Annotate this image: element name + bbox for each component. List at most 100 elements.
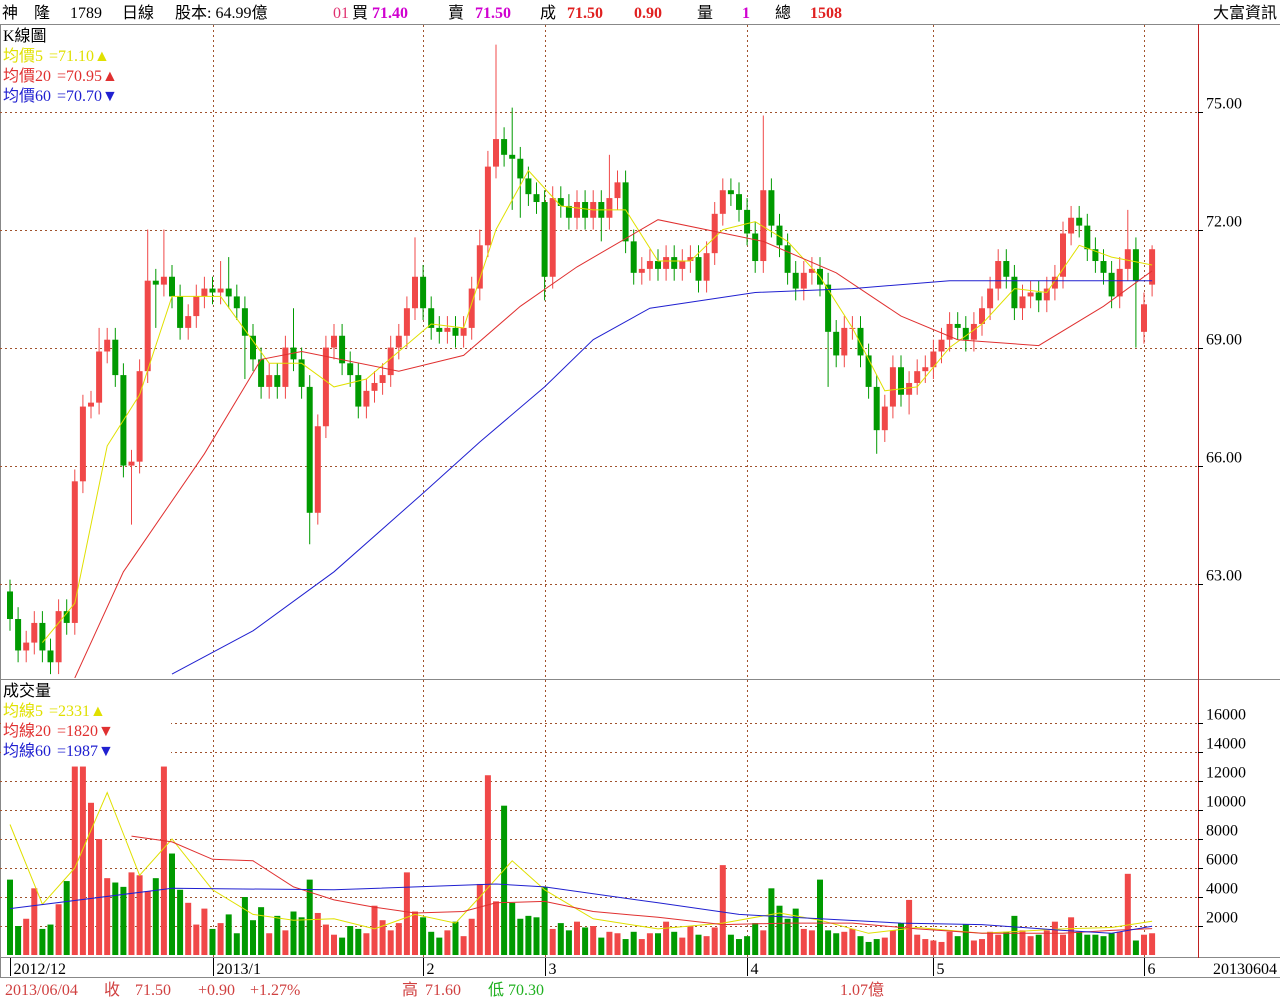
volume-bar — [987, 931, 994, 955]
volume-bar — [274, 915, 281, 955]
candle-body — [671, 257, 678, 269]
candle-body — [193, 296, 200, 317]
candle-body — [177, 296, 184, 328]
volume-bar — [347, 926, 354, 955]
volume-bar — [752, 923, 759, 955]
volume-bar — [849, 928, 856, 955]
candle-body — [914, 371, 921, 383]
volume-bar — [808, 930, 815, 955]
volume-bar — [857, 936, 864, 955]
y-tick-label: 72.00 — [1206, 214, 1242, 231]
volume-bar — [1149, 933, 1156, 955]
x-tick-label: 6 — [1148, 961, 1156, 978]
candle-body — [979, 308, 985, 324]
volume-bar — [776, 905, 783, 955]
legend-value: =2331▲ — [49, 703, 106, 720]
candle-body — [1068, 217, 1075, 234]
candle-body — [744, 209, 751, 234]
volume-bar — [363, 933, 370, 955]
candle-body — [987, 288, 994, 309]
y-tick-label: 4000 — [1206, 881, 1238, 898]
volume-bar — [509, 902, 516, 955]
panel-title: 成交量 — [3, 682, 51, 700]
volume-bar — [590, 926, 597, 955]
volume-bar — [387, 930, 394, 955]
x-tick-label: 4 — [751, 961, 759, 978]
candle-body — [549, 198, 556, 277]
candle-body — [71, 481, 78, 623]
candle-body — [144, 280, 151, 372]
candle-body — [88, 402, 94, 407]
candle-body — [1027, 292, 1034, 297]
volume-bar — [711, 927, 718, 955]
candle-body — [1100, 261, 1107, 273]
volume-bar — [825, 930, 832, 955]
candle-body — [1149, 249, 1156, 285]
volume-bar — [606, 931, 613, 955]
candle-body — [630, 241, 637, 273]
total: 1508 — [810, 5, 842, 22]
capital: 股本: 64.99億 — [175, 4, 267, 22]
volume-bar — [646, 933, 653, 955]
volume-bar — [79, 766, 86, 955]
volume-bar — [112, 882, 119, 955]
candle-body — [1076, 217, 1083, 226]
volume-bar — [1092, 934, 1099, 955]
candle-body — [241, 308, 248, 336]
volume-bar — [403, 872, 410, 955]
volume-bar — [1116, 931, 1123, 955]
volume-bar — [533, 917, 540, 955]
volume-bar — [241, 897, 248, 955]
close: 71.50 — [135, 982, 171, 999]
candle-body — [250, 335, 256, 360]
volume-bar — [930, 940, 937, 955]
volume-panel — [7, 766, 1156, 955]
x-tick-label: 5 — [937, 961, 945, 978]
candle-body — [541, 202, 548, 277]
volume-bar — [1027, 936, 1034, 955]
y-tick-label: 8000 — [1206, 823, 1238, 840]
volume-bar — [1124, 873, 1131, 955]
volume-bar — [565, 930, 572, 955]
candle-body — [1108, 272, 1115, 297]
candle-body — [136, 371, 143, 462]
volume-bar — [970, 940, 977, 955]
legend-value: =70.70▼ — [57, 88, 118, 105]
candle-body — [703, 253, 710, 281]
candle-body — [995, 261, 1002, 289]
candle-body — [922, 367, 929, 372]
legend-value: =1987▼ — [57, 743, 114, 760]
candle-body — [525, 178, 532, 195]
volume-bar — [484, 775, 491, 955]
candle-body — [428, 308, 435, 328]
candle-body — [484, 166, 491, 246]
candle-body — [533, 194, 540, 203]
close-label: 收 — [104, 981, 120, 999]
volume-bar — [39, 928, 46, 955]
volume-bar — [258, 907, 265, 955]
volume-bar — [1011, 915, 1018, 955]
volume-bar — [501, 805, 508, 955]
sell-price: 71.50 — [475, 5, 511, 22]
stock-code: 1789 — [70, 5, 102, 22]
candle-body — [96, 351, 103, 403]
volume-bar — [322, 924, 329, 955]
volume-bar — [687, 926, 694, 955]
candle-body — [217, 288, 224, 293]
volume-bar — [298, 917, 305, 955]
candle-body — [517, 158, 524, 179]
legend-name: 均價20 — [3, 67, 51, 85]
x-tick-label: 2012/12 — [14, 961, 66, 978]
candle-body — [557, 198, 564, 206]
legend-entry: 均線60 =1987▼ — [3, 742, 114, 760]
legend-name: 均價60 — [3, 87, 51, 105]
y-tick-label: 12000 — [1206, 765, 1246, 782]
candle-body — [79, 406, 86, 482]
volume-bar — [719, 865, 726, 955]
volume-bar — [128, 872, 135, 955]
candle-body — [23, 642, 30, 651]
candle-body — [865, 355, 872, 387]
ma-line — [9, 791, 1153, 934]
legend-name: 均線60 — [3, 742, 51, 760]
